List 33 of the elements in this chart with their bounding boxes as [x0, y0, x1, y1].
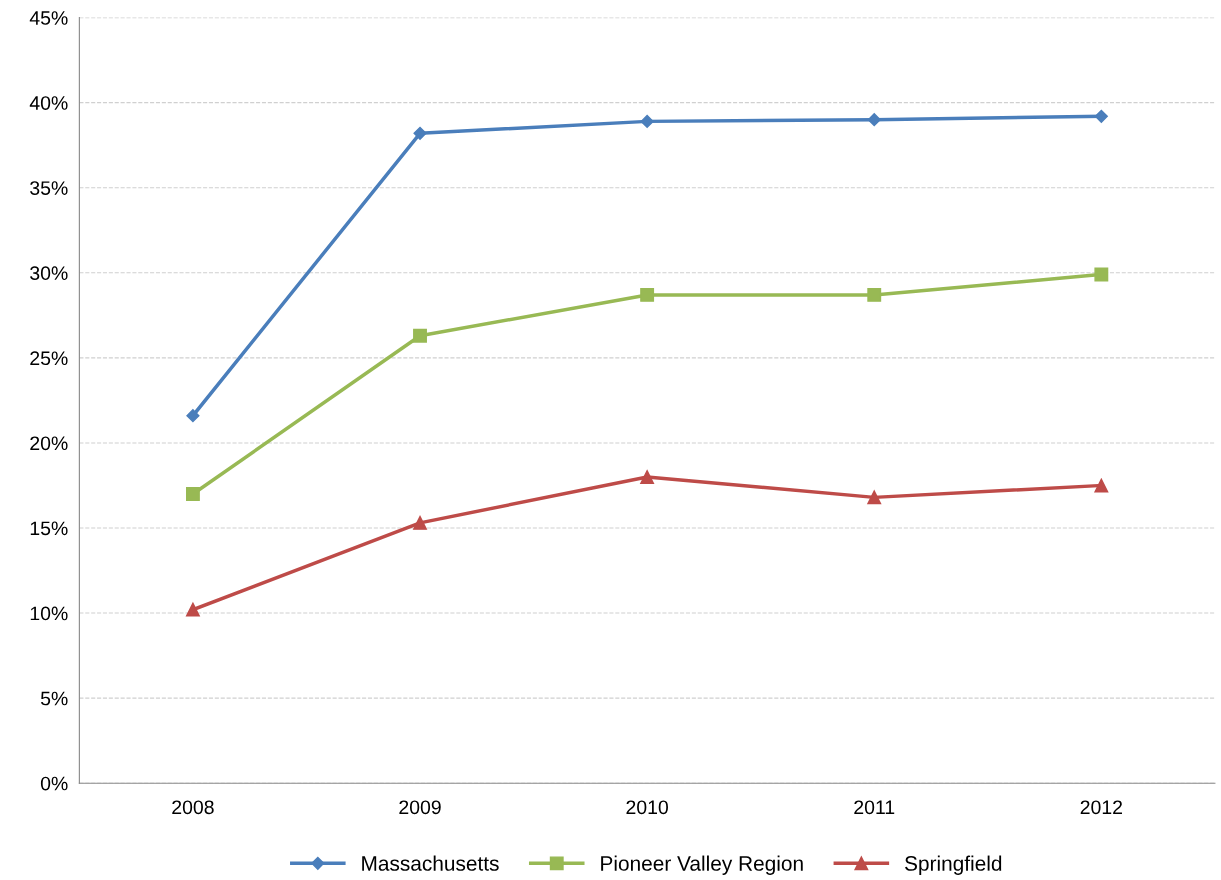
y-tick-label: 30%	[30, 266, 68, 281]
point	[413, 328, 427, 343]
legend-label: Massachusetts	[362, 855, 499, 871]
point	[867, 287, 882, 302]
y-tick-label: 5%	[40, 691, 68, 706]
point	[185, 487, 200, 501]
point	[413, 515, 427, 530]
point	[1094, 267, 1109, 282]
x-tick-label: 2008	[172, 800, 214, 815]
point	[413, 126, 427, 140]
y-tick-label: 0%	[40, 776, 68, 791]
point	[185, 602, 200, 617]
legend-label: Springfield	[905, 855, 1002, 875]
legend-label: Pioneer Valley Region	[601, 855, 803, 875]
x-tick-label: 2012	[1080, 800, 1122, 815]
point	[640, 287, 655, 302]
point	[640, 470, 655, 484]
y-tick-label: 15%	[30, 521, 68, 536]
x-tick-label: 2009	[399, 800, 441, 815]
y-tick-label: 10%	[30, 606, 68, 621]
x-tick-label: 2011	[854, 800, 895, 815]
point	[640, 114, 654, 128]
point	[867, 113, 881, 127]
point	[186, 409, 200, 423]
point	[1094, 109, 1108, 123]
y-tick-label: 20%	[30, 436, 68, 451]
y-tick-label: 40%	[29, 96, 68, 110]
point	[1094, 478, 1109, 493]
x-tick-label: 2010	[626, 800, 668, 815]
y-tick-label: 35%	[30, 181, 68, 195]
point	[867, 490, 882, 505]
y-tick-label: 25%	[30, 351, 68, 366]
y-tick-label: 45%	[29, 11, 68, 25]
